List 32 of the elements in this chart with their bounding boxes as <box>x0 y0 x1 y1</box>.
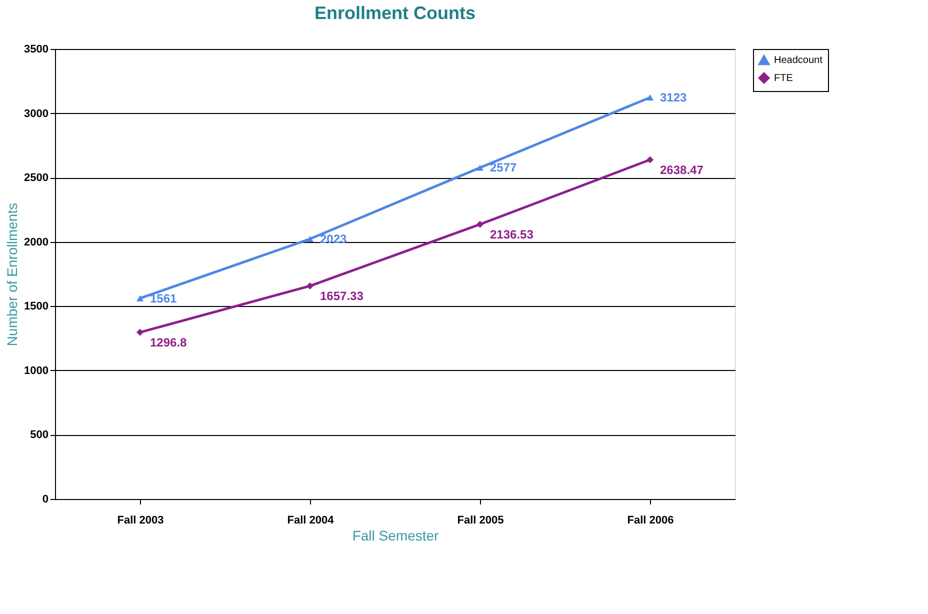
data-label: 1561 <box>150 291 178 306</box>
x-tick-label: Fall 2005 <box>457 514 504 526</box>
data-label: 1657.33 <box>320 288 364 303</box>
point <box>476 220 484 228</box>
legend-label: FTE <box>774 73 794 84</box>
point <box>306 236 314 242</box>
data-label: 2577 <box>490 160 518 175</box>
x-tick-label: Fall 2004 <box>287 514 335 526</box>
x-tick-label: Fall 2006 <box>627 514 674 526</box>
y-tick-label: 1500 <box>24 300 48 313</box>
y-tick-label: 500 <box>30 429 48 442</box>
y-tick-label: 3000 <box>24 108 48 120</box>
y-tick-label: 3500 <box>24 44 48 56</box>
x-tick-label: Fall 2003 <box>117 514 164 526</box>
point <box>646 156 654 164</box>
y-tick-label: 2000 <box>24 236 48 248</box>
chart-title: Enrollment Counts <box>314 3 476 23</box>
point <box>136 295 144 302</box>
legend-label: Headcount <box>774 55 823 66</box>
data-label: 3123 <box>660 90 688 104</box>
y-axis-title: Number of Enrollments <box>4 202 20 346</box>
point <box>136 328 144 336</box>
y-tick-label: 1000 <box>24 364 48 377</box>
data-label: 2638.47 <box>660 162 704 177</box>
point <box>476 164 484 171</box>
x-axis-title: Fall Semester <box>352 528 440 544</box>
y-tick-label: 2500 <box>24 172 48 184</box>
point <box>646 94 654 101</box>
y-tick-label: 0 <box>42 494 48 506</box>
data-label: 2136.53 <box>490 227 534 242</box>
point <box>306 282 314 290</box>
data-label: 1296.8 <box>150 335 188 350</box>
